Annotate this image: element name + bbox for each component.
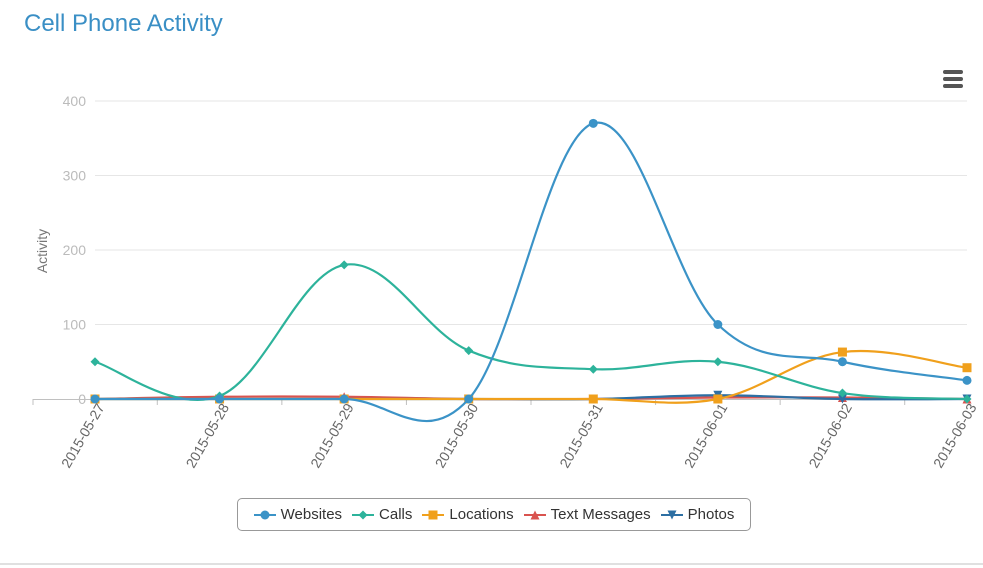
y-tick-label: 200 — [63, 242, 87, 258]
x-axis-ticks: 2015-05-27 2015-05-28 2015-05-29 2015-05-30… — [58, 399, 980, 471]
data-point-locations — [837, 347, 847, 357]
data-point-locations — [588, 394, 598, 404]
legend-item-websites[interactable]: Websites — [253, 506, 343, 523]
legend-item-locations[interactable]: Locations — [422, 506, 514, 523]
legend-symbol-triangle-icon — [523, 510, 546, 519]
legend-symbol-circle-icon — [253, 510, 276, 519]
series-calls — [90, 260, 972, 404]
legend-marker — [358, 510, 368, 519]
x-tick-label: 2015-05-31 — [556, 400, 606, 470]
chart-context-menu-button[interactable] — [940, 68, 966, 92]
x-tick-label: 2015-05-29 — [307, 400, 357, 470]
data-point-websites — [962, 375, 972, 385]
y-axis-ticks: 0100200300400 — [63, 93, 87, 407]
data-point-calls — [90, 357, 100, 367]
y-tick-label: 300 — [63, 168, 87, 184]
legend-label: Text Messages — [550, 506, 651, 523]
x-tick-label: 2015-06-02 — [805, 400, 855, 470]
series-websites — [90, 118, 972, 423]
x-tick-label: 2015-05-28 — [183, 400, 233, 470]
legend-marker — [667, 510, 677, 519]
grid-lines — [95, 100, 967, 325]
legend-label: Websites — [280, 506, 343, 523]
legend-symbol-diamond-icon — [352, 510, 375, 519]
divider — [0, 563, 983, 565]
series-layer — [90, 118, 972, 423]
data-point-locations — [962, 363, 972, 373]
data-point-calls — [962, 394, 972, 404]
legend-marker — [530, 510, 540, 519]
menu-line-icon — [943, 70, 963, 74]
x-tick-label: 2015-06-03 — [930, 400, 980, 470]
legend-item-text-messages[interactable]: Text Messages — [523, 506, 651, 523]
chart-title: Cell Phone Activity — [24, 10, 223, 37]
data-point-websites — [837, 357, 847, 367]
menu-line-icon — [943, 77, 963, 81]
data-point-calls — [837, 388, 847, 398]
data-point-photos — [837, 394, 847, 404]
legend-marker — [260, 510, 270, 519]
legend-label: Photos — [687, 506, 735, 523]
x-tick-label: 2015-05-27 — [58, 400, 108, 470]
legend-item-calls[interactable]: Calls — [352, 506, 412, 523]
legend-item-photos[interactable]: Photos — [660, 506, 735, 523]
data-point-websites — [713, 320, 723, 329]
data-point-calls — [713, 357, 723, 367]
series-line-calls — [94, 263, 968, 402]
data-point-locations — [713, 394, 723, 404]
data-point-calls — [588, 364, 598, 374]
data-point-websites — [215, 394, 225, 404]
chart-legend: Websites Calls Locations Text Messages Photo… — [237, 498, 751, 531]
y-axis-label: Activity — [34, 229, 50, 273]
x-tick-label: 2015-06-01 — [681, 400, 731, 470]
data-point-websites — [339, 394, 349, 404]
data-point-calls — [464, 346, 474, 356]
legend-label: Calls — [379, 506, 413, 523]
series-line-websites — [94, 121, 968, 423]
y-tick-label: 400 — [63, 93, 87, 109]
menu-line-icon — [943, 84, 963, 88]
legend-symbol-triangle-down-icon — [660, 510, 683, 519]
legend-symbol-square-icon — [422, 510, 445, 519]
data-point-websites — [90, 394, 100, 404]
data-point-websites — [588, 118, 598, 128]
y-tick-label: 100 — [63, 317, 87, 333]
data-point-calls — [339, 260, 349, 270]
data-point-websites — [464, 394, 474, 404]
legend-label: Locations — [449, 506, 514, 523]
legend-marker — [428, 510, 438, 519]
series-line-locations — [94, 349, 968, 404]
